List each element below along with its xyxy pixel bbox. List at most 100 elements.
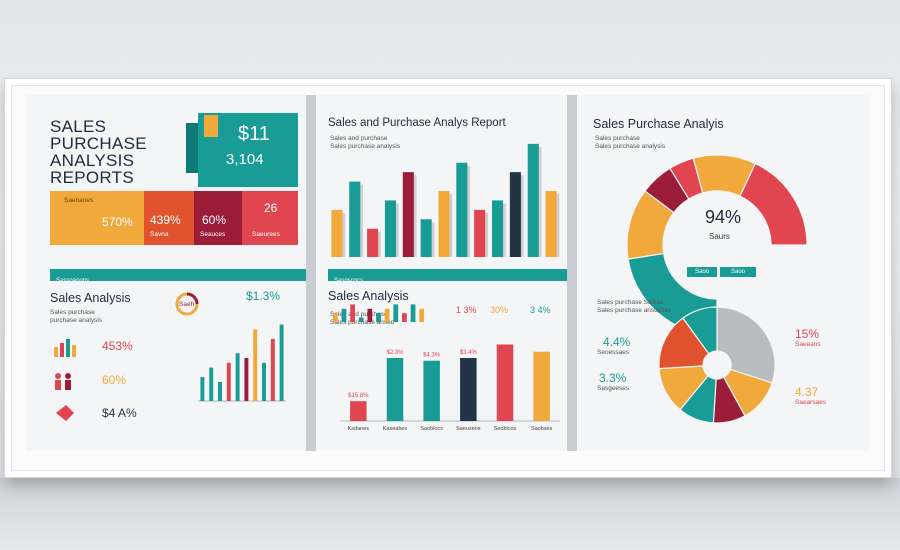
bar	[226, 362, 231, 401]
report-title-3: Sales Purchase Analyis	[593, 117, 724, 131]
pie-label-2: 3.3%	[599, 371, 627, 385]
panel-right: Sales Purchase Analyis Sales purchase Sa…	[577, 95, 869, 451]
bar-shadow	[395, 203, 399, 257]
bar-shadow	[431, 222, 435, 257]
bar-shadow	[538, 146, 542, 257]
title-line-4: REPORTS	[50, 168, 134, 187]
bar	[235, 353, 240, 401]
bar	[367, 228, 379, 257]
row-1-value: 453%	[102, 339, 133, 353]
panel-left: SALES PURCHASE ANALYSIS REPORTS $11 3,10…	[26, 95, 306, 451]
kpi-tile-4: 26 Saeurees	[242, 191, 298, 245]
pie-label-4: 4.37	[795, 385, 819, 399]
ring-chart	[175, 292, 199, 316]
bar	[350, 304, 355, 322]
bar	[331, 209, 343, 257]
bar	[496, 344, 514, 421]
bar	[527, 143, 539, 257]
bar	[384, 200, 396, 257]
bar	[262, 362, 266, 401]
gauge-donut-chart	[626, 154, 808, 336]
bar	[419, 308, 425, 322]
bar	[209, 367, 214, 401]
x-tick-label: Saoblocs	[420, 426, 443, 432]
kpi-tile-2-label: Savna	[150, 231, 169, 238]
bar	[474, 209, 486, 257]
bar	[393, 304, 399, 322]
report-title-2: Sales and Purchase Analys Report	[328, 117, 506, 129]
panel-divider-1	[306, 95, 316, 451]
bar-shadow	[342, 212, 346, 257]
kpi-card-value: $11	[238, 123, 270, 145]
pie-chart	[658, 306, 776, 424]
bar-shadow	[378, 231, 381, 257]
bar-chart-bottom: Ksdanes $15.8% Kaseabes $2.3% Saoblocs $4.3% S…	[340, 344, 560, 432]
bar	[218, 381, 222, 401]
kpi-tile-4-value: 26	[264, 201, 278, 215]
row-2-value: 60%	[102, 373, 127, 387]
bar-shadow	[360, 184, 364, 257]
kpi-tile-1-label: Saenaoes	[64, 197, 94, 204]
kpi-tile-1: Saenaoes 570%	[50, 191, 144, 245]
bar-chart-top	[331, 143, 560, 257]
bar-chart-middle-small	[332, 304, 425, 322]
bar	[384, 308, 390, 322]
panel-divider-2	[567, 95, 577, 451]
sales-analysis-desc: Sales purchase purchase analysis	[50, 309, 103, 324]
pie-label-1: 4.4%	[603, 335, 631, 349]
bar	[460, 358, 477, 421]
bar	[253, 329, 258, 401]
pie-slice	[739, 162, 808, 246]
legend-2-item-2: 30%	[490, 305, 509, 315]
data-label: $4.3%	[423, 353, 441, 359]
kpi-card-sub: 3,104	[226, 151, 264, 168]
bar	[456, 162, 468, 257]
gauge-value: 94%	[705, 207, 742, 227]
section-strip-2: Sasoscocs	[328, 269, 567, 284]
bar	[349, 181, 361, 257]
bar	[420, 219, 432, 257]
report-desc-3: Sales purchase Sales purchase analysis	[595, 135, 666, 150]
sales-analysis-title-2: Sales Analysis	[328, 289, 409, 303]
pie-label-3: 15%	[795, 327, 820, 341]
report-title: SALES PURCHASE ANALYSIS REPORTS	[50, 118, 147, 186]
section-strip-2-label: Sasoscocs	[334, 278, 364, 284]
title-line-3: ANALYSIS	[50, 151, 135, 170]
ring-value: $1.3%	[246, 289, 281, 303]
section-strip-label: Sassoaoons	[56, 278, 90, 284]
pie-label-3-sub: Saeeans	[795, 341, 821, 348]
row-3-value: $4 A%	[102, 406, 137, 420]
bar	[402, 172, 414, 257]
tag-1: Saoo	[687, 267, 717, 277]
bar	[402, 313, 407, 322]
bar	[244, 358, 249, 401]
bar-shadow	[556, 194, 560, 257]
gauge-label: Saurs	[709, 232, 730, 241]
bar-shadow	[449, 194, 453, 257]
people-icon	[55, 373, 71, 390]
arrow-down-icon	[56, 405, 74, 421]
pie-label-1-sub: Seoessaes	[597, 349, 630, 356]
kpi-tile-3-value: 60%	[202, 213, 227, 227]
x-tick-label: Saeuseos	[456, 426, 481, 432]
bar	[492, 200, 504, 257]
bar	[279, 324, 284, 401]
data-label: $3.4%	[460, 350, 478, 356]
pie-label-4-sub: Saearsaes	[795, 399, 827, 406]
kpi-tile-3: Seauces 60%	[194, 191, 242, 245]
x-tick-label: Ksdanes	[348, 426, 370, 432]
x-tick-label: Kaseabes	[383, 426, 408, 432]
bar-shadow	[503, 203, 506, 257]
legend-2-item-3: 3 4%	[530, 305, 551, 315]
bar-chart-panel1	[198, 324, 286, 402]
bar	[386, 358, 404, 421]
bar	[341, 308, 347, 322]
report-desc-2: Sales and purchase Sales purchase analys…	[330, 135, 401, 150]
kpi-tile-4-label: Saeurees	[252, 231, 280, 238]
panel-middle: Sales and Purchase Analys Report Sales a…	[316, 95, 567, 451]
tag-2: Saoo	[720, 267, 756, 277]
bar	[533, 351, 550, 421]
bar-chart-icon	[54, 339, 76, 357]
legend-2-item-1: 1 3%	[456, 305, 477, 315]
title-line-1: SALES	[50, 117, 107, 136]
